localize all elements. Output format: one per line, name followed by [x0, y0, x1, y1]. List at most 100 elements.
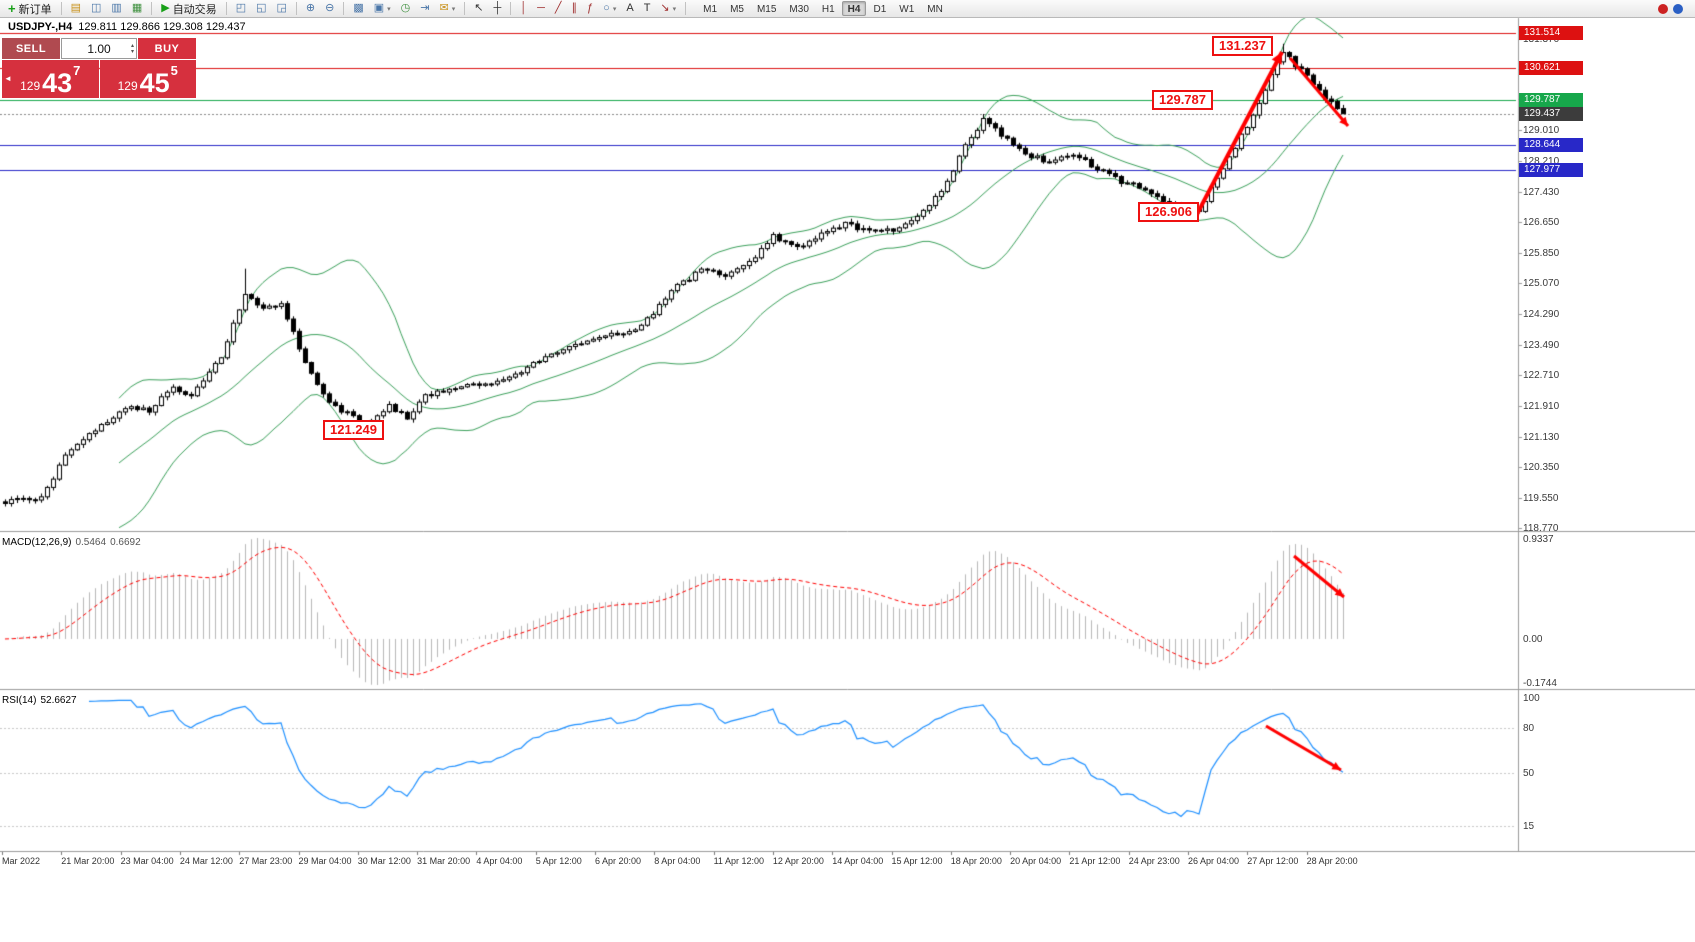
- time-axis-label: 11 Apr 12:00: [713, 856, 764, 866]
- zoom-in-icon[interactable]: ⊕: [302, 1, 319, 17]
- time-axis-label: 24 Mar 12:00: [179, 856, 233, 866]
- timeframe-mn[interactable]: MN: [927, 4, 943, 15]
- price-level-badge: 127.977: [1519, 163, 1583, 178]
- terminal-icon: ▦: [131, 2, 143, 14]
- price-level-badge: 129.437: [1519, 106, 1583, 121]
- horizontal-line-icon: ─: [537, 2, 545, 14]
- new-order-button[interactable]: + 新订单: [4, 1, 56, 17]
- tile-vertical-icon[interactable]: ◲: [273, 1, 291, 17]
- rsi-axis-mark: 100: [1523, 693, 1540, 704]
- mail-icon[interactable]: ✉ ▾: [436, 1, 460, 17]
- trendline-icon[interactable]: ╱: [551, 1, 566, 17]
- zoom-out-icon[interactable]: ⊖: [321, 1, 338, 17]
- time-axis-label: 23 Mar 04:00: [120, 856, 174, 866]
- navigator-icon: ▥: [111, 2, 122, 14]
- fibonacci-icon[interactable]: ƒ: [583, 1, 597, 17]
- timeframe-m5[interactable]: M5: [730, 4, 744, 15]
- timeframe-w1[interactable]: W1: [899, 4, 915, 15]
- chart-shift-icon[interactable]: ⇥: [416, 1, 433, 17]
- price-axis-tick: 126.650: [1523, 217, 1560, 229]
- text-icon: A: [626, 2, 634, 14]
- buy-price[interactable]: 129 45 5: [99, 60, 196, 99]
- price-axis-tick: 129.010: [1523, 125, 1560, 137]
- channel-icon[interactable]: ∥: [568, 1, 582, 17]
- time-axis-label: 15 Apr 12:00: [891, 856, 943, 866]
- sell-button[interactable]: SELL: [2, 38, 60, 59]
- panel-collapse-arrow[interactable]: ◄: [4, 74, 12, 83]
- one-click-trading-panel: SELL 1.00 ▴ ▾ BUY ◄ 129 43 7: [2, 38, 196, 98]
- toolbar-separator: [295, 2, 297, 15]
- auto-scroll-icon[interactable]: ◷: [397, 1, 415, 17]
- label-icon[interactable]: T: [640, 1, 655, 17]
- arrows-tool-icon[interactable]: ↘ ▾: [656, 1, 680, 17]
- toolbar-separator: [685, 2, 687, 15]
- shapes-icon[interactable]: ○ ▾: [599, 1, 620, 17]
- timeframe-m30[interactable]: M30: [789, 4, 809, 15]
- macd-axis-min: -0.1744: [1523, 678, 1557, 689]
- autotrading-icon: ▶: [161, 2, 170, 14]
- time-axis-label: 14 Apr 04:00: [832, 856, 884, 866]
- dropdown-arrow-icon: ▾: [672, 5, 677, 13]
- tile-horizontal-icon: ◱: [256, 2, 267, 14]
- new-order-icon: +: [8, 1, 16, 16]
- horizontal-line-icon[interactable]: ─: [533, 1, 549, 17]
- macd-main-value: 0.5464: [75, 537, 107, 548]
- time-axis-label: 24 Apr 23:00: [1128, 856, 1180, 866]
- grid-icon[interactable]: ▩: [349, 1, 367, 17]
- cursor-icon[interactable]: ↖: [470, 1, 487, 17]
- volume-down-button[interactable]: ▾: [130, 48, 134, 55]
- data-window-icon[interactable]: ◫: [87, 1, 105, 17]
- price-axis-tick: 125.850: [1523, 248, 1560, 260]
- price-annotation-flag[interactable]: 126.906: [1138, 202, 1199, 222]
- timeframe-m1[interactable]: M1: [703, 4, 718, 15]
- notification-icon[interactable]: [1658, 3, 1668, 14]
- cascade-windows-icon[interactable]: ◰: [232, 1, 250, 17]
- macd-axis-max: 0.9337: [1523, 534, 1554, 545]
- timeframe-h4[interactable]: H4: [841, 1, 867, 16]
- price-annotation-flag[interactable]: 129.787: [1152, 90, 1213, 110]
- sell-price[interactable]: ◄ 129 43 7: [2, 60, 99, 98]
- fibonacci-icon: ƒ: [587, 2, 594, 14]
- label-icon: T: [643, 2, 651, 14]
- ohlc-values: 129.811 129.866 129.308 129.437: [78, 21, 246, 33]
- time-axis-label: 30 Mar 12:00: [357, 856, 411, 866]
- sell-big-figure: 129: [20, 79, 41, 93]
- buy-pips: 45: [139, 68, 170, 99]
- terminal-icon[interactable]: ▦: [128, 1, 146, 17]
- price-annotation-flag[interactable]: 131.237: [1212, 36, 1273, 56]
- volume-up-button[interactable]: ▴: [130, 42, 134, 49]
- timeframe-d1[interactable]: D1: [873, 4, 887, 15]
- time-axis-label: 21 Mar 20:00: [61, 856, 115, 866]
- time-axis-label: 20 Apr 04:00: [1010, 856, 1062, 866]
- community-icon[interactable]: [1673, 3, 1683, 14]
- time-axis-label: 26 Apr 04:00: [1188, 856, 1240, 866]
- macd-axis-zero: 0.00: [1523, 633, 1543, 645]
- timeframe-group: M1 M5 M15 M30 H1 H4 D1 W1 MN: [697, 1, 949, 16]
- vertical-line-icon[interactable]: │: [516, 1, 531, 17]
- time-axis-label: 29 Mar 04:00: [298, 856, 352, 866]
- mail-icon: ✉: [439, 2, 449, 14]
- autotrading-button[interactable]: ▶ 自动交易: [157, 1, 220, 17]
- navigator-icon[interactable]: ▥: [107, 1, 125, 17]
- new-chart-icon[interactable]: ▣ ▾: [370, 1, 395, 17]
- market-watch-icon[interactable]: ▤: [67, 1, 85, 17]
- chart-title: USDJPY-,H4 129.811 129.866 129.308 129.43…: [8, 21, 246, 33]
- buy-button[interactable]: BUY: [138, 38, 196, 59]
- volume-field[interactable]: 1.00 ▴ ▾: [61, 38, 137, 59]
- tile-horizontal-icon[interactable]: ◱: [252, 1, 270, 17]
- price-annotation-flag[interactable]: 121.249: [323, 420, 384, 440]
- toolbar-right-icons: [1658, 3, 1691, 14]
- new-order-button-label: 新订单: [18, 3, 52, 16]
- crosshair-icon[interactable]: ┼: [489, 1, 505, 17]
- price-level-badge: 128.644: [1519, 137, 1583, 152]
- auto-scroll-icon: ◷: [400, 2, 411, 14]
- cursor-icon: ↖: [474, 2, 484, 14]
- timeframe-h1[interactable]: H1: [821, 4, 835, 15]
- dropdown-arrow-icon: ▾: [387, 5, 391, 13]
- text-icon[interactable]: A: [622, 1, 637, 17]
- time-axis-label: 5 Apr 12:00: [535, 856, 582, 866]
- trendline-icon: ╱: [554, 2, 562, 14]
- timeframe-m15[interactable]: M15: [756, 4, 777, 15]
